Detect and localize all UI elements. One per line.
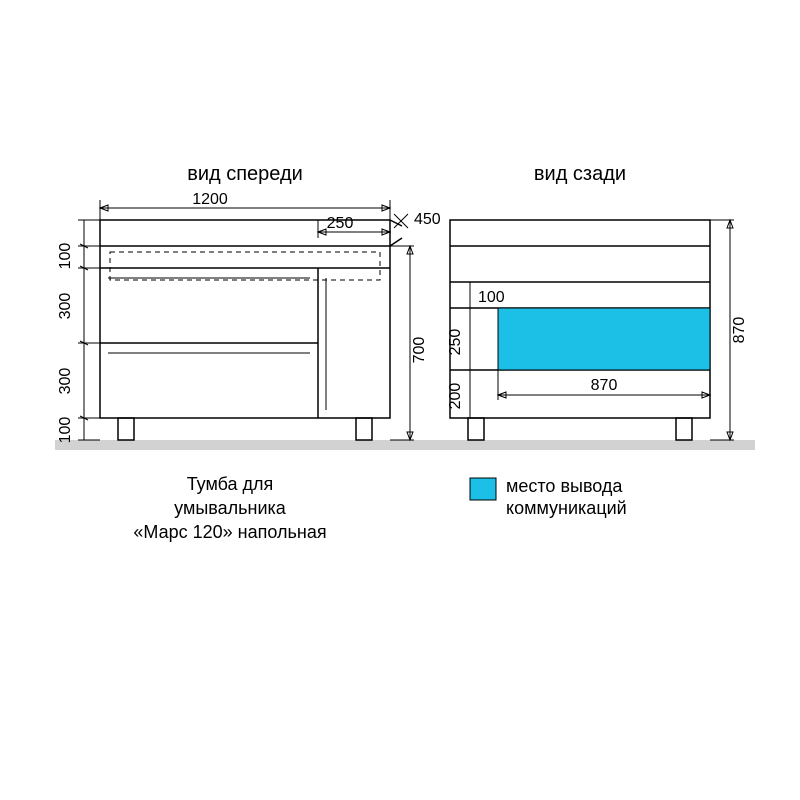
- caption-line2: умывальника: [174, 498, 287, 518]
- caption-line3: «Марс 120» напольная: [133, 522, 326, 542]
- dim-250: 250: [327, 215, 354, 232]
- title-back: вид сзади: [534, 163, 626, 185]
- legend: место вывода коммуникаций: [470, 476, 627, 518]
- dim-l-100a: 100: [57, 243, 74, 270]
- legend-line1: место вывода: [506, 476, 623, 496]
- front-view: 1200 250 450 700 100 300 300 100: [57, 191, 441, 443]
- back-view: 870 100 250 200 870: [447, 220, 748, 440]
- dim-450: 450: [414, 211, 441, 228]
- dim-b-100: 100: [478, 289, 505, 306]
- title-front: вид спереди: [187, 163, 303, 185]
- communications-zone: [498, 308, 710, 370]
- dim-870h: 870: [591, 377, 618, 394]
- dim-700: 700: [411, 337, 428, 364]
- dim-l-300b: 300: [57, 368, 74, 395]
- legend-swatch: [470, 478, 496, 500]
- dim-l-100b: 100: [57, 417, 74, 444]
- drawing-canvas: вид спереди вид сзади: [0, 0, 800, 800]
- ground-strip: [55, 440, 755, 450]
- dim-b-200: 200: [447, 383, 464, 410]
- dim-b-250: 250: [447, 329, 464, 356]
- dim-l-300a: 300: [57, 293, 74, 320]
- dim-870v: 870: [731, 317, 748, 344]
- legend-line2: коммуникаций: [506, 498, 627, 518]
- dim-1200: 1200: [192, 191, 228, 208]
- caption-line1: Тумба для: [187, 474, 274, 494]
